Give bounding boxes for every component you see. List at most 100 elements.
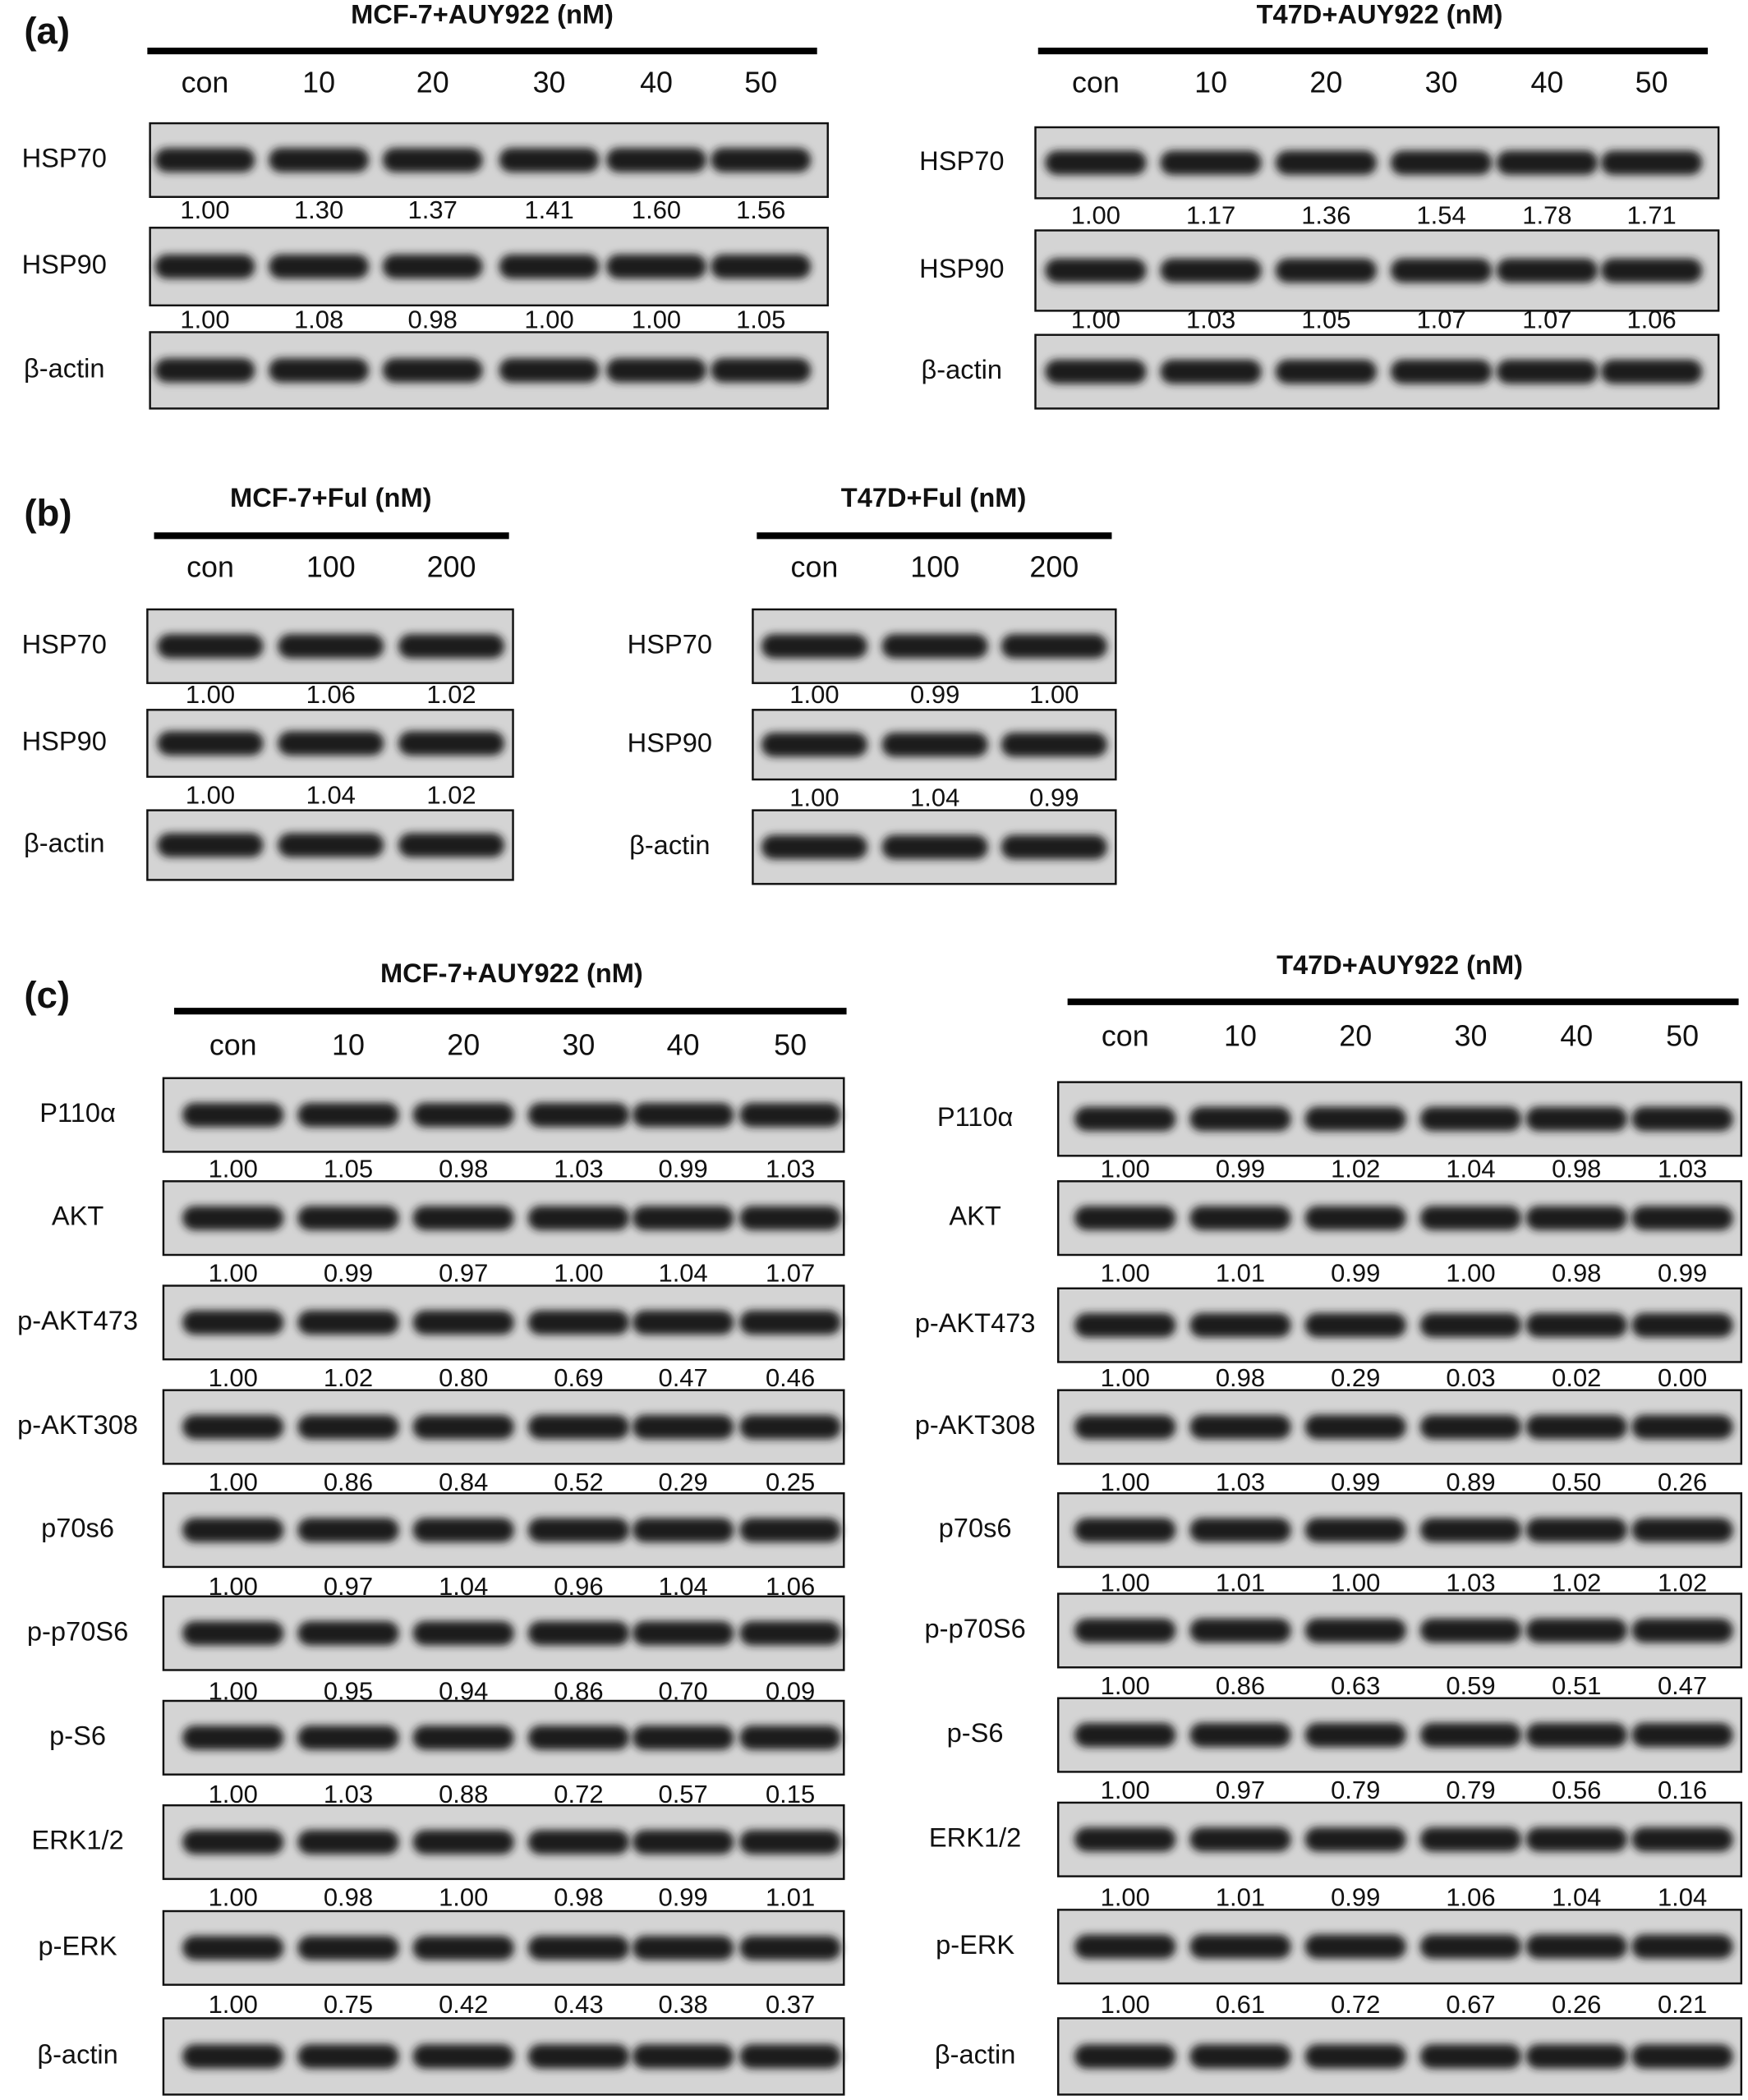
band [1160,359,1262,384]
band-ratio: 1.00 [632,306,681,334]
band-ratio: 1.07 [1522,306,1571,334]
band-ratio: 0.88 [439,1780,488,1808]
band [1419,1934,1522,1959]
protein-label: β-actin [24,353,104,384]
band-ratio: 0.69 [554,1363,603,1392]
band [297,1620,399,1646]
band-ratio: 1.07 [766,1259,815,1288]
lane-label: con [791,551,839,584]
band [1496,359,1598,384]
band [382,358,483,383]
band [297,1310,399,1335]
band [157,833,264,857]
band [1304,1722,1406,1748]
band [1074,1827,1176,1852]
band-ratio: 0.98 [1216,1363,1265,1392]
band-ratio: 1.08 [294,306,343,334]
band [499,358,600,383]
lane-label: 10 [332,1029,365,1062]
band [412,1414,514,1440]
band [1304,1106,1406,1132]
band [154,358,255,383]
band-ratio: 0.56 [1552,1776,1601,1804]
band [269,148,370,172]
band [1304,1827,1406,1852]
band [154,148,255,172]
band [1419,1722,1522,1748]
lane-label: 20 [1339,1019,1372,1052]
band-ratio: 0.80 [439,1363,488,1392]
band-ratio: 0.99 [658,1154,707,1183]
blot-title: MCF-7+Ful (nM) [230,482,431,512]
band [881,834,988,860]
band [1304,2044,1406,2069]
protein-label: p-AKT308 [17,1409,138,1440]
band-ratio: 1.56 [736,195,785,224]
band-ratio: 0.25 [766,1468,815,1496]
band-ratio: 1.06 [306,680,356,709]
band-ratio: 0.72 [554,1780,603,1808]
band [527,1518,630,1542]
panel-label: (b) [24,492,71,534]
lane-label: 10 [302,66,335,99]
band [1304,1934,1406,1959]
band [1275,359,1378,384]
band [182,1936,284,1960]
band-ratio: 1.04 [306,780,356,809]
band [632,1518,734,1542]
band [1631,1106,1733,1132]
band [499,148,600,172]
band [881,733,988,757]
protein-label: p-S6 [947,1717,1004,1748]
band-ratio: 1.78 [1522,200,1571,229]
band-ratio: 1.00 [209,1780,258,1808]
band-ratio: 1.00 [1101,1671,1150,1700]
band [182,1830,284,1854]
band [1189,1312,1291,1338]
band [1525,1414,1627,1440]
blot-title: MCF-7+AUY922 (nM) [351,0,614,29]
band-ratio: 0.16 [1658,1776,1707,1804]
band [1045,359,1147,384]
protein-label: p-AKT473 [17,1305,138,1335]
band [1631,1206,1733,1230]
band [1390,258,1493,283]
band-ratio: 1.05 [324,1154,373,1183]
band-ratio: 1.03 [1446,1568,1495,1597]
band-ratio: 1.00 [1101,1259,1150,1288]
band [269,254,370,279]
band [1600,359,1703,384]
lane-label: 40 [1560,1019,1593,1052]
protein-label: P110α [937,1101,1014,1132]
lane-label: 100 [306,551,356,584]
band-ratio: 0.98 [439,1154,488,1183]
protein-label: AKT [949,1201,1001,1231]
band-ratio: 0.98 [324,1883,373,1912]
band-ratio: 1.00 [1101,1990,1150,2019]
band [269,358,370,383]
band-ratio: 0.02 [1552,1363,1601,1392]
band [182,1310,284,1335]
band [527,1414,630,1440]
protein-label: HSP70 [628,628,712,659]
band [1074,1312,1176,1338]
band [1496,150,1598,175]
band-ratio: 0.26 [1658,1468,1707,1496]
lane-label: con [1072,66,1120,99]
band [1000,834,1107,860]
band [1189,2044,1291,2069]
protein-label: β-actin [629,829,711,860]
band [1419,1618,1522,1643]
band [182,1518,284,1542]
band [527,1830,630,1854]
band [527,2044,630,2069]
band [881,634,988,659]
band [606,254,707,279]
band-ratio: 0.72 [1331,1990,1380,2019]
band [297,1518,399,1542]
band [182,1206,284,1230]
lane-label: 30 [1455,1019,1488,1052]
band [1390,359,1493,384]
band [1189,1414,1291,1440]
band-ratio: 0.99 [910,680,959,709]
